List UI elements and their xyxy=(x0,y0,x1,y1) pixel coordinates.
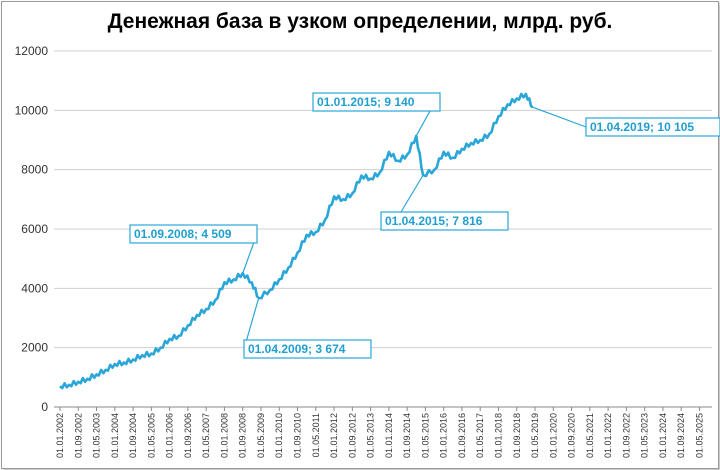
x-tick-label: 01.01.2012 xyxy=(329,413,339,458)
x-tick-label: 01.01.2002 xyxy=(55,413,65,458)
callout-box xyxy=(380,211,509,231)
callout-box xyxy=(129,224,258,244)
x-tick-label: 01.01.2016 xyxy=(439,413,449,458)
y-tick-label: 12000 xyxy=(15,44,49,58)
series-line xyxy=(59,92,534,390)
y-tick-label: 4000 xyxy=(21,281,48,295)
callout-box xyxy=(243,339,372,359)
y-tick-label: 2000 xyxy=(21,341,48,355)
x-tick-label: 01.05.2019 xyxy=(530,413,540,458)
callout-label: 01.04.2019; 10 105 xyxy=(590,120,694,134)
callout-label: 01.04.2009; 3 674 xyxy=(248,342,346,356)
chart-title: Денежная база в узком определении, млрд.… xyxy=(107,10,613,33)
callout-box xyxy=(585,117,720,137)
x-tick-label: 01.09.2008 xyxy=(238,413,248,458)
x-tick-label: 01.09.2010 xyxy=(293,413,303,458)
x-tick-label: 01.01.2004 xyxy=(110,413,120,458)
x-tick-label: 01.09.2022 xyxy=(621,413,631,458)
x-tick-label: 01.05.2011 xyxy=(311,413,321,457)
callout-leader xyxy=(415,110,431,137)
x-tick-label: 01.09.2024 xyxy=(676,413,686,458)
callout-label: 01.01.2015; 9 140 xyxy=(317,95,415,109)
x-tick-label: 01.09.2018 xyxy=(512,413,522,458)
x-tick-label: 01.01.2008 xyxy=(219,413,229,458)
x-tick-label: 01.01.2006 xyxy=(165,413,175,458)
x-tick-label: 01.09.2002 xyxy=(73,413,83,458)
x-tick-label: 01.01.2020 xyxy=(548,413,558,458)
x-tick-label: 01.05.2013 xyxy=(366,413,376,458)
x-tick-label: 01.01.2014 xyxy=(384,413,394,458)
x-tick-label: 01.09.2014 xyxy=(402,413,412,458)
x-tick-label: 01.05.2021 xyxy=(585,413,595,458)
x-tick-label: 01.01.2010 xyxy=(274,413,284,458)
x-tick-label: 01.09.2012 xyxy=(347,413,357,458)
y-tick-label: 8000 xyxy=(21,163,48,177)
x-tick-label: 01.09.2004 xyxy=(128,413,138,458)
x-tick-label: 01.01.2022 xyxy=(603,413,613,458)
x-tick-label: 01.05.2007 xyxy=(201,413,211,458)
callout-leader xyxy=(400,174,424,213)
callout-label: 01.09.2008; 4 509 xyxy=(134,227,232,241)
callout-box xyxy=(312,92,441,112)
x-tick-label: 01.01.2018 xyxy=(493,413,503,458)
y-tick-label: 0 xyxy=(41,400,48,414)
y-tick-label: 6000 xyxy=(21,222,48,236)
y-tick-label: 10000 xyxy=(15,103,49,117)
x-tick-label: 01.09.2020 xyxy=(567,413,577,458)
x-tick-label: 01.01.2024 xyxy=(658,413,668,458)
x-tick-label: 01.09.2016 xyxy=(457,413,467,458)
x-tick-label: 01.05.2023 xyxy=(640,413,650,458)
callout-leader xyxy=(532,106,587,128)
x-tick-label: 01.05.2015 xyxy=(420,413,430,458)
x-tick-label: 01.05.2025 xyxy=(694,413,704,458)
x-tick-label: 01.09.2006 xyxy=(183,413,193,458)
callout-label: 01.04.2015; 7 816 xyxy=(385,214,483,228)
x-tick-label: 01.05.2017 xyxy=(475,413,485,458)
x-tick-label: 01.05.2005 xyxy=(146,413,156,458)
x-tick-label: 01.05.2009 xyxy=(256,413,266,458)
x-tick-label: 01.05.2003 xyxy=(92,413,102,458)
